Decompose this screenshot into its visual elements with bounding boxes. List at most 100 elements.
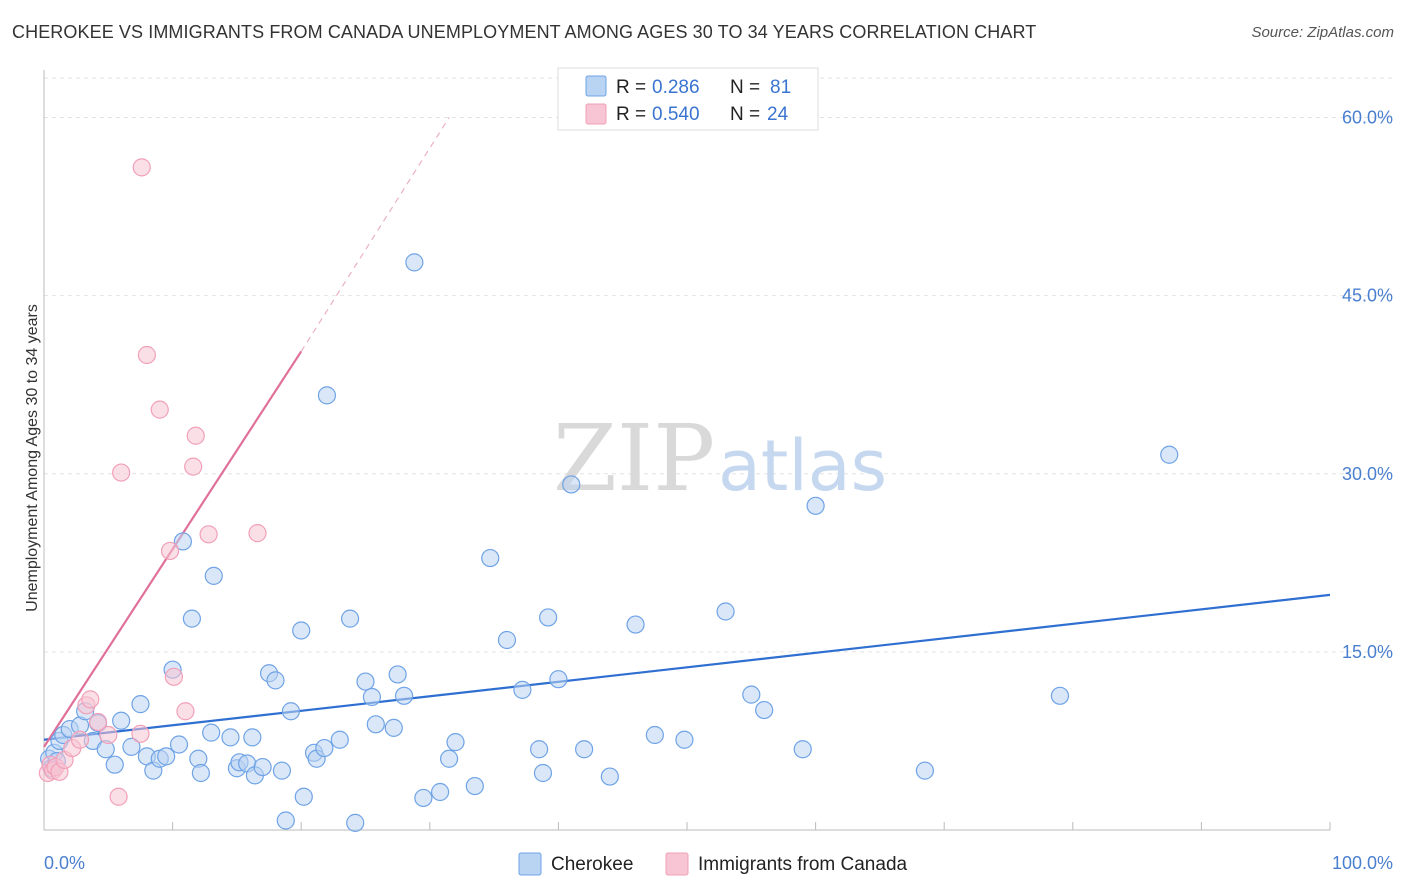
legend-r-label-cherokee: R = xyxy=(616,77,646,98)
point-cherokee xyxy=(315,738,334,758)
legend-r-value-canada: 0.540 xyxy=(652,104,700,125)
point-cherokee xyxy=(530,740,549,759)
x-tick-labels: 0.0% 100.0% xyxy=(44,853,1393,873)
point-cherokee xyxy=(317,386,337,405)
point-cherokee xyxy=(384,718,403,737)
point-cherokee xyxy=(191,763,210,783)
point-canada xyxy=(70,730,90,749)
y-tick-label: 30.0% xyxy=(1342,464,1393,484)
legend-n-label-cherokee: N = xyxy=(730,77,760,98)
point-cherokee xyxy=(539,608,558,627)
point-cherokee xyxy=(600,767,619,786)
point-canada xyxy=(176,702,195,721)
legend-swatch-cherokee xyxy=(585,75,607,97)
point-cherokee xyxy=(755,700,774,720)
point-cherokee xyxy=(169,735,189,754)
point-canada xyxy=(164,667,183,686)
watermark-zip: ZIP xyxy=(553,405,715,512)
point-canada xyxy=(186,426,205,445)
point-cherokee xyxy=(366,715,385,734)
point-cherokee xyxy=(362,687,382,707)
point-cherokee xyxy=(294,787,313,806)
data-points xyxy=(38,158,1179,832)
point-cherokee xyxy=(157,747,176,766)
point-cherokee xyxy=(221,728,240,747)
point-canada xyxy=(132,158,151,177)
point-cherokee xyxy=(388,665,407,684)
point-cherokee xyxy=(414,788,433,808)
point-cherokee xyxy=(915,761,935,780)
point-cherokee xyxy=(1050,686,1070,705)
point-cherokee xyxy=(742,685,761,704)
point-canada xyxy=(137,345,156,365)
y-axis-label: Unemployment Among Ages 30 to 34 years xyxy=(24,304,41,612)
point-cherokee xyxy=(549,670,568,689)
point-cherokee xyxy=(281,702,301,721)
y-tick-label: 15.0% xyxy=(1342,642,1393,662)
point-canada xyxy=(199,525,218,544)
x-tick-label-min: 0.0% xyxy=(44,853,85,873)
bottom-legend: Cherokee Immigrants from Canada xyxy=(518,852,908,876)
legend-n-value-canada: 24 xyxy=(767,104,789,125)
y-tick-label: 60.0% xyxy=(1342,108,1393,128)
point-cherokee xyxy=(202,723,221,742)
point-cherokee xyxy=(204,566,223,585)
legend-r-label-canada: R = xyxy=(616,104,646,125)
x-tick-label-max: 100.0% xyxy=(1332,853,1393,873)
point-cherokee xyxy=(394,686,414,705)
point-cherokee xyxy=(562,475,581,494)
point-cherokee xyxy=(122,737,141,756)
watermark-atlas: atlas xyxy=(718,425,887,507)
point-cherokee xyxy=(1160,445,1179,464)
source-credit: Source: ZipAtlas.com xyxy=(1251,24,1394,41)
y-tick-label: 45.0% xyxy=(1342,286,1393,306)
point-cherokee xyxy=(131,695,150,714)
bottom-legend-swatch-cherokee xyxy=(518,852,542,876)
bottom-legend-canada: Immigrants from Canada xyxy=(698,854,908,875)
trend-line-canada-extension xyxy=(300,117,450,352)
point-cherokee xyxy=(626,615,645,634)
trend-line-cherokee xyxy=(43,593,1331,741)
legend-r-value-cherokee: 0.286 xyxy=(652,77,700,98)
point-cherokee xyxy=(793,740,812,759)
grid-lines xyxy=(44,77,1395,653)
point-cherokee xyxy=(173,532,192,551)
point-cherokee xyxy=(182,609,201,628)
point-cherokee xyxy=(513,680,532,699)
point-cherokee xyxy=(575,740,594,759)
point-canada xyxy=(109,787,128,806)
top-legend: R = 0.286 N = 81 R = 0.540 N = 24 xyxy=(557,67,819,131)
point-cherokee xyxy=(716,602,735,621)
point-cherokee xyxy=(430,782,450,802)
bottom-legend-swatch-canada xyxy=(665,852,689,876)
bottom-legend-cherokee: Cherokee xyxy=(551,854,633,875)
chart-title: CHEROKEE VS IMMIGRANTS FROM CANADA UNEMP… xyxy=(12,22,1037,42)
point-cherokee xyxy=(806,496,825,515)
point-canada xyxy=(150,400,169,419)
point-cherokee xyxy=(276,811,295,830)
y-tick-labels: 15.0% 30.0% 45.0% 60.0% xyxy=(1342,108,1393,662)
point-canada xyxy=(248,524,267,543)
point-canada xyxy=(184,457,203,476)
legend-swatch-canada xyxy=(585,103,607,125)
point-cherokee xyxy=(292,621,311,640)
point-canada xyxy=(81,690,100,709)
point-canada xyxy=(112,463,131,482)
point-cherokee xyxy=(675,730,694,749)
point-cherokee xyxy=(356,672,375,691)
point-cherokee xyxy=(645,725,664,745)
legend-n-label-canada: N = xyxy=(730,104,760,125)
point-cherokee xyxy=(405,253,424,272)
point-cherokee xyxy=(105,755,124,774)
point-cherokee xyxy=(330,730,349,749)
point-cherokee xyxy=(346,813,365,832)
point-cherokee xyxy=(112,711,131,730)
point-cherokee xyxy=(465,776,484,796)
point-cherokee xyxy=(272,761,292,780)
axes xyxy=(43,70,1331,831)
point-cherokee xyxy=(497,630,517,650)
point-cherokee xyxy=(446,733,465,752)
point-cherokee xyxy=(533,763,553,783)
point-canada xyxy=(160,541,180,561)
